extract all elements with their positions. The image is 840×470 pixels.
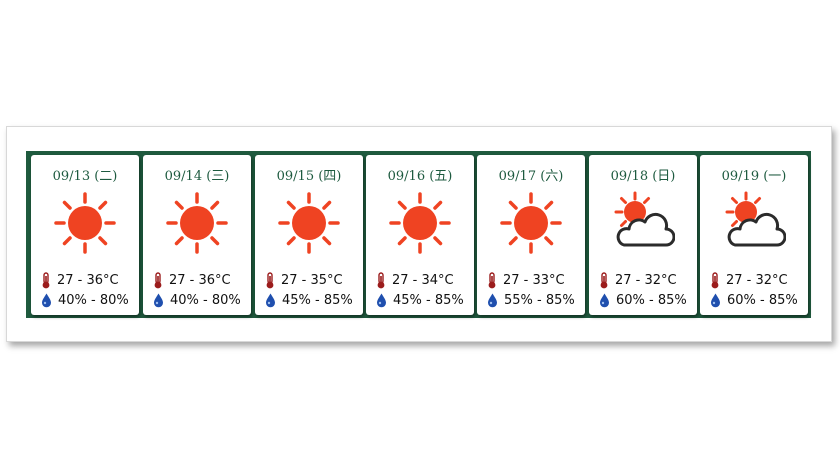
thermometer-icon bbox=[266, 271, 274, 288]
thermometer-icon bbox=[377, 271, 385, 288]
temperature-row: 27 - 34°C bbox=[376, 271, 454, 289]
humidity-drop-icon bbox=[154, 293, 163, 307]
humidity-row: 45% - 85% bbox=[265, 291, 353, 309]
temperature-row: 27 - 36°C bbox=[41, 271, 119, 289]
forecast-date: 09/17 (六) bbox=[498, 169, 564, 184]
sunny-icon bbox=[278, 192, 340, 254]
forecast-day-card: 09/18 (日) 27 - 32°C 60% - 85% bbox=[589, 155, 697, 315]
sunny-icon bbox=[54, 192, 116, 254]
humidity-drop-icon bbox=[266, 293, 275, 307]
humidity-range: 40% - 80% bbox=[58, 292, 129, 308]
thermometer-icon bbox=[488, 271, 496, 288]
humidity-drop-icon bbox=[600, 293, 609, 307]
temperature-row: 27 - 35°C bbox=[265, 271, 343, 289]
sunny-icon bbox=[166, 192, 228, 254]
temperature-range: 27 - 33°C bbox=[503, 272, 565, 288]
sunny-icon bbox=[500, 192, 562, 254]
forecast-date: 09/13 (二) bbox=[52, 169, 118, 184]
temperature-range: 27 - 32°C bbox=[726, 272, 788, 288]
forecast-day-card: 09/13 (二) 27 - 36°C 40% - 80% bbox=[31, 155, 139, 315]
forecast-date: 09/18 (日) bbox=[610, 169, 676, 184]
humidity-range: 45% - 85% bbox=[393, 292, 464, 308]
forecast-day-card: 09/14 (三) 27 - 36°C 40% - 80% bbox=[143, 155, 251, 315]
temperature-row: 27 - 33°C bbox=[487, 271, 565, 289]
sunny-periods-cloud-icon bbox=[725, 191, 786, 247]
temperature-row: 27 - 32°C bbox=[599, 271, 677, 289]
forecast-day-card: 09/16 (五) 27 - 34°C 45% - 85% bbox=[366, 155, 474, 315]
humidity-row: 60% - 85% bbox=[710, 291, 798, 309]
humidity-row: 40% - 80% bbox=[41, 291, 129, 309]
sunny-periods-cloud-icon bbox=[614, 191, 675, 247]
forecast-date: 09/14 (三) bbox=[164, 169, 230, 184]
forecast-date: 09/19 (一) bbox=[721, 169, 787, 184]
sunny-icon bbox=[389, 192, 451, 254]
humidity-row: 60% - 85% bbox=[599, 291, 687, 309]
humidity-drop-icon bbox=[488, 293, 497, 307]
humidity-drop-icon bbox=[711, 293, 720, 307]
temperature-range: 27 - 35°C bbox=[281, 272, 343, 288]
humidity-row: 45% - 85% bbox=[376, 291, 464, 309]
thermometer-icon bbox=[711, 271, 719, 288]
humidity-range: 55% - 85% bbox=[504, 292, 575, 308]
forecast-date: 09/15 (四) bbox=[276, 169, 342, 184]
forecast-date: 09/16 (五) bbox=[387, 169, 453, 184]
forecast-day-card: 09/19 (一) 27 - 32°C 60% - 85% bbox=[700, 155, 808, 315]
temperature-row: 27 - 36°C bbox=[153, 271, 231, 289]
forecast-day-card: 09/15 (四) 27 - 35°C 45% - 85% bbox=[255, 155, 363, 315]
humidity-range: 40% - 80% bbox=[170, 292, 241, 308]
forecast-day-card: 09/17 (六) 27 - 33°C 55% - 85% bbox=[477, 155, 585, 315]
temperature-range: 27 - 36°C bbox=[57, 272, 119, 288]
humidity-range: 60% - 85% bbox=[727, 292, 798, 308]
temperature-range: 27 - 36°C bbox=[169, 272, 231, 288]
temperature-row: 27 - 32°C bbox=[710, 271, 788, 289]
thermometer-icon bbox=[42, 271, 50, 288]
humidity-row: 40% - 80% bbox=[153, 291, 241, 309]
humidity-range: 45% - 85% bbox=[282, 292, 353, 308]
thermometer-icon bbox=[600, 271, 608, 288]
temperature-range: 27 - 34°C bbox=[392, 272, 454, 288]
humidity-drop-icon bbox=[377, 293, 386, 307]
humidity-drop-icon bbox=[42, 293, 51, 307]
humidity-row: 55% - 85% bbox=[487, 291, 575, 309]
humidity-range: 60% - 85% bbox=[616, 292, 687, 308]
temperature-range: 27 - 32°C bbox=[615, 272, 677, 288]
thermometer-icon bbox=[154, 271, 162, 288]
